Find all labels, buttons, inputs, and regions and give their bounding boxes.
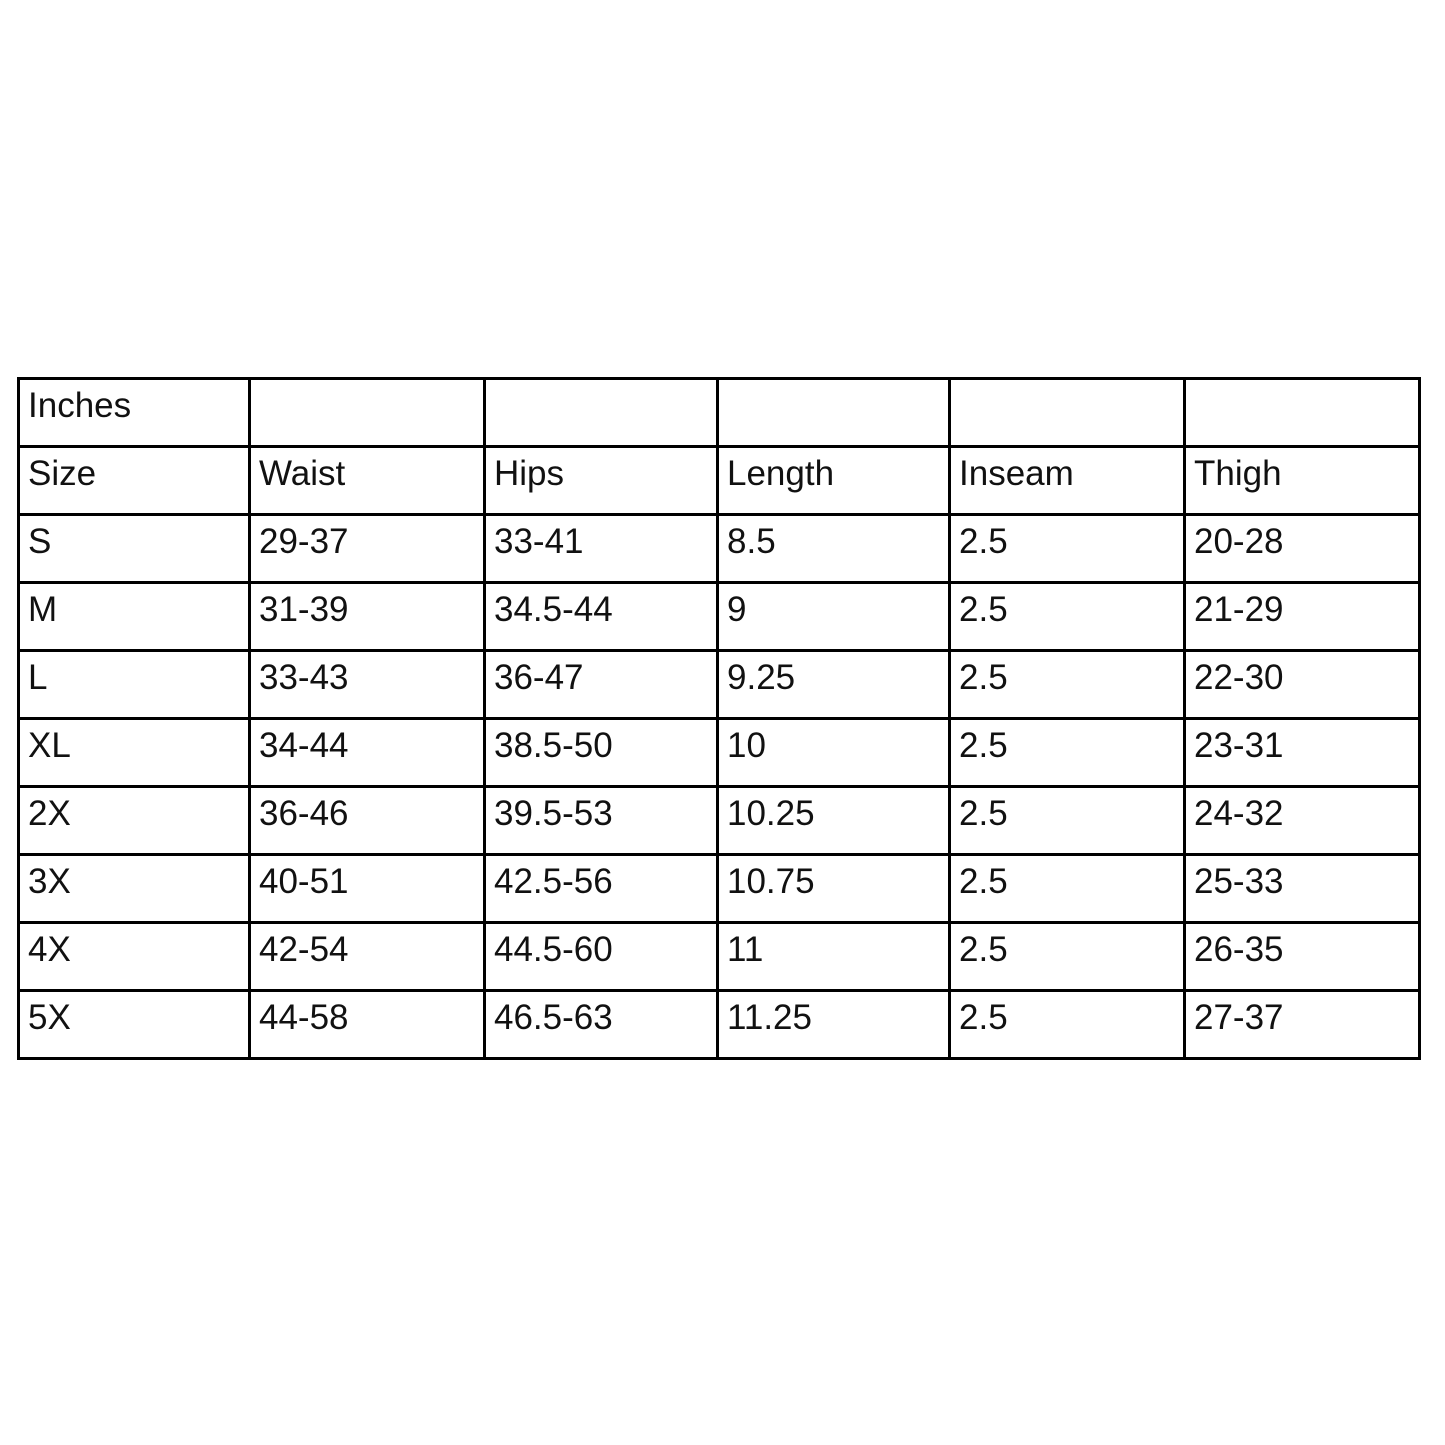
- cell-thigh: 22-30: [1183, 649, 1421, 720]
- table-row: 3X 40-51 42.5-56 10.75 2.5 25-33: [17, 853, 1421, 924]
- header-waist: Waist: [248, 445, 486, 516]
- cell-size: 2X: [17, 785, 251, 856]
- cell-thigh: 26-35: [1183, 921, 1421, 992]
- cell-thigh: 24-32: [1183, 785, 1421, 856]
- table-row: M 31-39 34.5-44 9 2.5 21-29: [17, 581, 1421, 652]
- cell-length: 10: [716, 717, 951, 788]
- cell-length: 9.25: [716, 649, 951, 720]
- header-inseam: Inseam: [948, 445, 1186, 516]
- cell-inseam: 2.5: [948, 649, 1186, 720]
- cell-hips: 36-47: [483, 649, 719, 720]
- cell-size: 4X: [17, 921, 251, 992]
- cell-waist: 31-39: [248, 581, 486, 652]
- header-length: Length: [716, 445, 951, 516]
- cell-inseam: 2.5: [948, 717, 1186, 788]
- cell-hips: 46.5-63: [483, 989, 719, 1060]
- empty-cell: [483, 377, 719, 448]
- empty-cell: [948, 377, 1186, 448]
- cell-thigh: 23-31: [1183, 717, 1421, 788]
- cell-waist: 33-43: [248, 649, 486, 720]
- cell-thigh: 25-33: [1183, 853, 1421, 924]
- cell-hips: 38.5-50: [483, 717, 719, 788]
- cell-size: 5X: [17, 989, 251, 1060]
- empty-cell: [1183, 377, 1421, 448]
- header-hips: Hips: [483, 445, 719, 516]
- empty-cell: [248, 377, 486, 448]
- cell-thigh: 20-28: [1183, 513, 1421, 584]
- cell-waist: 42-54: [248, 921, 486, 992]
- cell-size: S: [17, 513, 251, 584]
- table-row: 2X 36-46 39.5-53 10.25 2.5 24-32: [17, 785, 1421, 856]
- cell-length: 10.75: [716, 853, 951, 924]
- table-row: 4X 42-54 44.5-60 11 2.5 26-35: [17, 921, 1421, 992]
- cell-length: 11: [716, 921, 951, 992]
- cell-hips: 42.5-56: [483, 853, 719, 924]
- cell-size: M: [17, 581, 251, 652]
- cell-waist: 29-37: [248, 513, 486, 584]
- cell-waist: 34-44: [248, 717, 486, 788]
- header-row: Size Waist Hips Length Inseam Thigh: [17, 445, 1421, 516]
- unit-label: Inches: [17, 377, 251, 448]
- cell-inseam: 2.5: [948, 921, 1186, 992]
- cell-inseam: 2.5: [948, 785, 1186, 856]
- cell-hips: 33-41: [483, 513, 719, 584]
- header-size: Size: [17, 445, 251, 516]
- cell-size: XL: [17, 717, 251, 788]
- empty-cell: [716, 377, 951, 448]
- cell-size: L: [17, 649, 251, 720]
- cell-length: 11.25: [716, 989, 951, 1060]
- cell-length: 8.5: [716, 513, 951, 584]
- cell-waist: 44-58: [248, 989, 486, 1060]
- cell-inseam: 2.5: [948, 513, 1186, 584]
- cell-hips: 39.5-53: [483, 785, 719, 856]
- cell-hips: 34.5-44: [483, 581, 719, 652]
- cell-length: 9: [716, 581, 951, 652]
- cell-hips: 44.5-60: [483, 921, 719, 992]
- cell-size: 3X: [17, 853, 251, 924]
- table-row: 5X 44-58 46.5-63 11.25 2.5 27-37: [17, 989, 1421, 1060]
- table-row: L 33-43 36-47 9.25 2.5 22-30: [17, 649, 1421, 720]
- cell-waist: 40-51: [248, 853, 486, 924]
- cell-thigh: 27-37: [1183, 989, 1421, 1060]
- cell-inseam: 2.5: [948, 853, 1186, 924]
- header-thigh: Thigh: [1183, 445, 1421, 516]
- cell-inseam: 2.5: [948, 989, 1186, 1060]
- size-chart-table: Inches Size Waist Hips Length Inseam Thi…: [17, 377, 1421, 1060]
- table-row: S 29-37 33-41 8.5 2.5 20-28: [17, 513, 1421, 584]
- cell-inseam: 2.5: [948, 581, 1186, 652]
- cell-length: 10.25: [716, 785, 951, 856]
- unit-row: Inches: [17, 377, 1421, 448]
- cell-thigh: 21-29: [1183, 581, 1421, 652]
- table-row: XL 34-44 38.5-50 10 2.5 23-31: [17, 717, 1421, 788]
- cell-waist: 36-46: [248, 785, 486, 856]
